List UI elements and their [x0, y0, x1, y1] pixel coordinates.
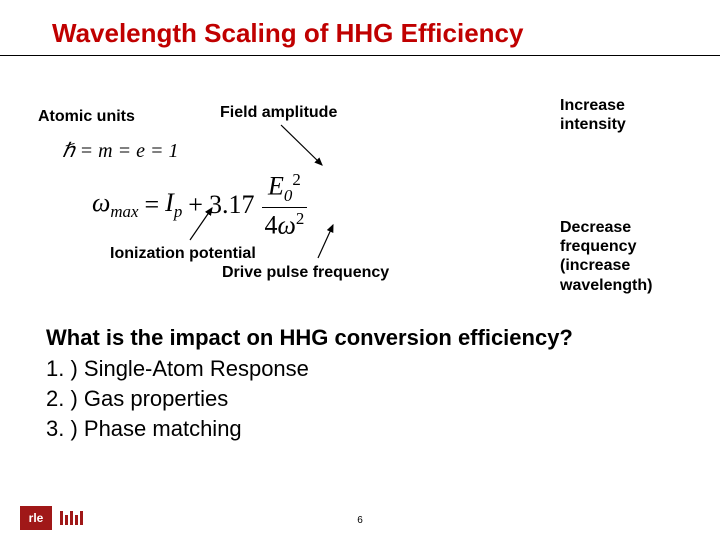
- decrease-frequency-label: Decrease frequency (increase wavelength): [560, 218, 680, 295]
- title-underline: [0, 55, 720, 56]
- mit-logo: [60, 511, 83, 525]
- coefficient: 3.17: [209, 190, 255, 220]
- list-item-3: 3. ) Phase matching: [46, 416, 242, 442]
- question-text: What is the impact on HHG conversion eff…: [46, 325, 573, 351]
- atomic-units-equation: ℏ = m = e = 1: [62, 138, 178, 163]
- ionization-potential-label: Ionization potential: [110, 245, 256, 263]
- increase-intensity-label: Increase intensity: [560, 96, 650, 134]
- ionization-potential-symbol: Ip: [165, 188, 182, 222]
- list-item-2: 2. ) Gas properties: [46, 386, 228, 412]
- drive-pulse-frequency-label: Drive pulse frequency: [222, 264, 389, 282]
- rle-logo: rle: [20, 506, 52, 530]
- numerator: E02: [262, 170, 307, 208]
- atomic-units-label: Atomic units: [38, 108, 135, 126]
- main-equation: ωmax = Ip + 3.17 E02 4ω2: [92, 170, 314, 241]
- omega-max: ωmax: [92, 188, 139, 222]
- denominator: 4ω2: [258, 208, 310, 241]
- slide-number: 6: [357, 515, 363, 526]
- footer: rle: [20, 506, 83, 530]
- list-item-1: 1. ) Single-Atom Response: [46, 356, 309, 382]
- field-amplitude-label: Field amplitude: [220, 104, 337, 122]
- page-title: Wavelength Scaling of HHG Efficiency: [52, 18, 523, 49]
- fraction: E02 4ω2: [258, 170, 310, 241]
